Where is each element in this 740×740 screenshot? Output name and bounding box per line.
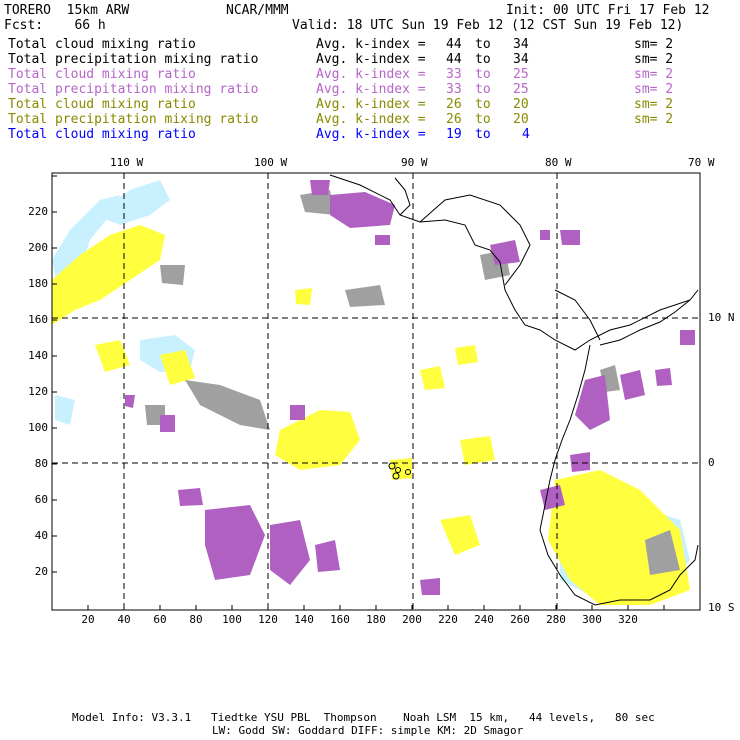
grid-y-label: 220 xyxy=(28,205,48,218)
legend-to: 4 xyxy=(522,127,530,142)
lat-label: 10 N xyxy=(708,311,735,324)
legend-to: 25 xyxy=(513,82,529,97)
axis-ticks xyxy=(52,175,665,610)
lat-label: 0 xyxy=(708,456,715,469)
valid-time: Valid: 18 UTC Sun 19 Feb 12 (12 CST Sun … xyxy=(292,18,684,33)
lon-label: 110 W xyxy=(110,156,144,169)
grid-x-label: 40 xyxy=(117,613,131,626)
grid-y-label: 200 xyxy=(28,241,48,254)
lat-label: 10 S xyxy=(708,601,735,614)
lon-label: 100 W xyxy=(254,156,288,169)
legend-field: Total precipitation mixing ratio xyxy=(8,52,259,67)
grid-y-label: 40 xyxy=(34,529,48,542)
legend-kindex-label: Avg. k-index = xyxy=(316,82,426,97)
legend-from: 44 xyxy=(446,52,462,67)
legend-sm: sm= 2 xyxy=(634,52,674,67)
organization: NCAR/MMM xyxy=(226,3,289,18)
legend-field: Total precipitation mixing ratio xyxy=(8,82,259,97)
grid-x-label: 120 xyxy=(258,613,278,626)
model-info-line1: Model Info: V3.3.1 Tiedtke YSU PBL Thomp… xyxy=(72,711,655,724)
grid-y-label: 60 xyxy=(34,493,48,506)
grid-x-label: 100 xyxy=(222,613,242,626)
coastlines xyxy=(329,174,699,606)
legend-to-word: to xyxy=(475,52,491,67)
grid-y-label: 120 xyxy=(28,385,48,398)
grid-x-label: 280 xyxy=(546,613,566,626)
grid-x-label: 180 xyxy=(366,613,386,626)
legend-sm: sm= 2 xyxy=(634,97,674,112)
galapagos-islands xyxy=(388,462,411,480)
legend-from: 33 xyxy=(446,67,462,82)
grid-x-label: 220 xyxy=(438,613,458,626)
legend-to: 20 xyxy=(513,97,529,112)
legend-field: Total cloud mixing ratio xyxy=(8,67,196,82)
legend-from: 19 xyxy=(446,127,462,142)
lon-label: 80 W xyxy=(545,156,572,169)
lon-label: 90 W xyxy=(401,156,428,169)
legend-field: Total cloud mixing ratio xyxy=(8,97,196,112)
grid-x-label: 60 xyxy=(153,613,167,626)
forecast-hour: Fcst: 66 h xyxy=(4,18,106,33)
legend-sm: sm= 2 xyxy=(634,82,674,97)
grid-x-label: 140 xyxy=(294,613,314,626)
legend-to: 34 xyxy=(513,37,529,52)
legend-kindex-label: Avg. k-index = xyxy=(316,67,426,82)
graticule xyxy=(52,173,700,610)
grid-x-label: 160 xyxy=(330,613,350,626)
grid-y-label: 180 xyxy=(28,277,48,290)
grid-x-label: 240 xyxy=(474,613,494,626)
legend-field: Total precipitation mixing ratio xyxy=(8,112,259,127)
legend-to: 34 xyxy=(513,52,529,67)
legend-from: 26 xyxy=(446,112,462,127)
grid-y-label: 140 xyxy=(28,349,48,362)
grid-y-label: 100 xyxy=(28,421,48,434)
init-time: Init: 00 UTC Fri 17 Feb 12 xyxy=(506,3,710,18)
legend-field: Total cloud mixing ratio xyxy=(8,37,196,52)
legend-sm: sm= 2 xyxy=(634,67,674,82)
legend-to: 20 xyxy=(513,112,529,127)
legend-kindex-label: Avg. k-index = xyxy=(316,52,426,67)
model-title: TORERO 15km ARW xyxy=(4,3,130,18)
legend-from: 26 xyxy=(446,97,462,112)
legend-kindex-label: Avg. k-index = xyxy=(316,97,426,112)
legend-from: 33 xyxy=(446,82,462,97)
legend-to-word: to xyxy=(475,37,491,52)
legend-to-word: to xyxy=(475,112,491,127)
grid-y-label: 20 xyxy=(34,565,48,578)
grid-x-label: 200 xyxy=(402,613,422,626)
grid-x-label: 320 xyxy=(618,613,638,626)
grid-y-label: 160 xyxy=(28,313,48,326)
legend-kindex-label: Avg. k-index = xyxy=(316,127,426,142)
grid-x-label: 20 xyxy=(81,613,95,626)
legend-sm: sm= 2 xyxy=(634,112,674,127)
legend-kindex-label: Avg. k-index = xyxy=(316,112,426,127)
grid-x-label: 80 xyxy=(189,613,203,626)
model-info-line2: LW: Godd SW: Goddard DIFF: simple KM: 2D… xyxy=(212,724,524,737)
legend-to-word: to xyxy=(475,97,491,112)
legend-from: 44 xyxy=(446,37,462,52)
legend-sm: sm= 2 xyxy=(634,37,674,52)
legend-to-word: to xyxy=(475,82,491,97)
cloud-fields xyxy=(52,180,695,605)
grid-y-label: 80 xyxy=(34,457,48,470)
legend-to-word: to xyxy=(475,67,491,82)
lon-label: 70 W xyxy=(688,156,715,169)
legend-to-word: to xyxy=(475,127,491,142)
grid-x-label: 260 xyxy=(510,613,530,626)
grid-x-label: 300 xyxy=(582,613,602,626)
legend-kindex-label: Avg. k-index = xyxy=(316,37,426,52)
legend-field: Total cloud mixing ratio xyxy=(8,127,196,142)
legend-to: 25 xyxy=(513,67,529,82)
